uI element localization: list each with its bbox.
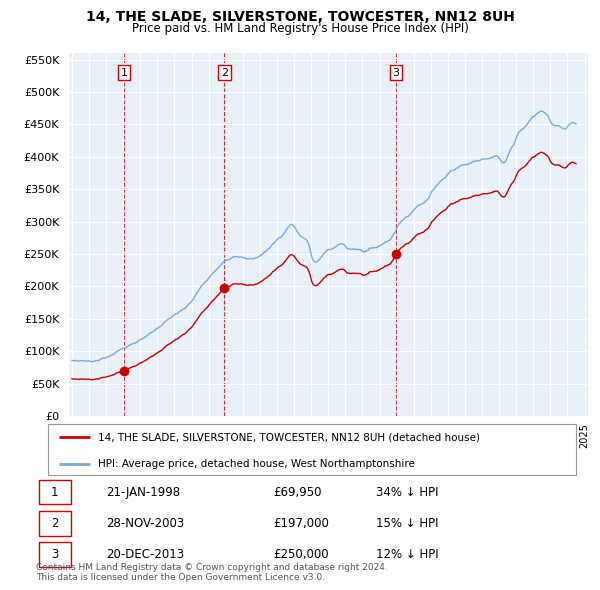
FancyBboxPatch shape bbox=[48, 424, 576, 475]
Text: £197,000: £197,000 bbox=[274, 517, 329, 530]
Text: 2: 2 bbox=[221, 67, 228, 77]
FancyBboxPatch shape bbox=[39, 480, 71, 504]
Text: 1: 1 bbox=[121, 67, 128, 77]
Text: 15% ↓ HPI: 15% ↓ HPI bbox=[376, 517, 439, 530]
Text: 14, THE SLADE, SILVERSTONE, TOWCESTER, NN12 8UH: 14, THE SLADE, SILVERSTONE, TOWCESTER, N… bbox=[86, 9, 514, 24]
Text: 3: 3 bbox=[51, 548, 59, 560]
FancyBboxPatch shape bbox=[39, 511, 71, 536]
Text: 28-NOV-2003: 28-NOV-2003 bbox=[106, 517, 184, 530]
FancyBboxPatch shape bbox=[39, 542, 71, 566]
Text: £250,000: £250,000 bbox=[274, 548, 329, 560]
Text: HPI: Average price, detached house, West Northamptonshire: HPI: Average price, detached house, West… bbox=[98, 458, 415, 468]
Text: 2: 2 bbox=[51, 517, 59, 530]
Text: Contains HM Land Registry data © Crown copyright and database right 2024.
This d: Contains HM Land Registry data © Crown c… bbox=[36, 563, 388, 582]
Text: 21-JAN-1998: 21-JAN-1998 bbox=[106, 486, 181, 499]
Text: 34% ↓ HPI: 34% ↓ HPI bbox=[376, 486, 439, 499]
Text: 14, THE SLADE, SILVERSTONE, TOWCESTER, NN12 8UH (detached house): 14, THE SLADE, SILVERSTONE, TOWCESTER, N… bbox=[98, 432, 480, 442]
Text: 3: 3 bbox=[392, 67, 400, 77]
Text: 20-DEC-2013: 20-DEC-2013 bbox=[106, 548, 184, 560]
Text: 12% ↓ HPI: 12% ↓ HPI bbox=[376, 548, 439, 560]
Text: Price paid vs. HM Land Registry's House Price Index (HPI): Price paid vs. HM Land Registry's House … bbox=[131, 22, 469, 35]
Text: £69,950: £69,950 bbox=[274, 486, 322, 499]
Text: 1: 1 bbox=[51, 486, 59, 499]
